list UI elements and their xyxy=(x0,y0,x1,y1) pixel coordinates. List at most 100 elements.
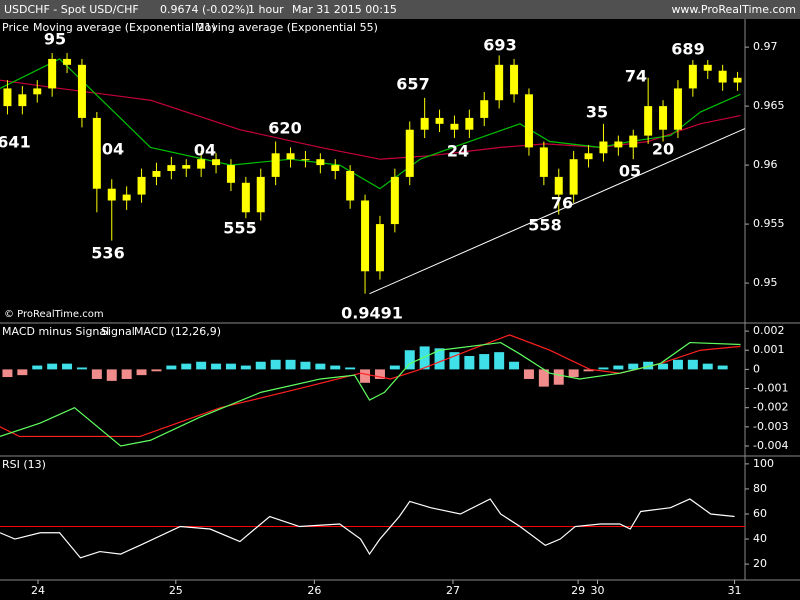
candle-body xyxy=(629,135,638,148)
y-tick-label: -0.003 xyxy=(753,420,788,433)
annotation: 04 xyxy=(102,140,124,159)
histogram-bar xyxy=(315,363,326,370)
candle-body xyxy=(495,64,504,101)
annotation: 05 xyxy=(619,162,641,181)
candle-body xyxy=(718,70,727,83)
histogram-bar xyxy=(687,359,698,370)
candle-body xyxy=(197,159,206,169)
candle-body xyxy=(346,171,355,201)
y-tick-label: 60 xyxy=(753,507,767,520)
histogram-bar xyxy=(285,359,296,370)
candle-body xyxy=(673,88,682,130)
histogram-bar xyxy=(76,367,87,370)
histogram-bar xyxy=(628,363,639,370)
annotation: 35 xyxy=(586,103,608,122)
candle-body xyxy=(301,159,310,161)
histogram-bar xyxy=(538,369,549,387)
candle-body xyxy=(733,77,742,83)
candle-body xyxy=(435,117,444,124)
candle-body xyxy=(271,153,280,177)
candle-body xyxy=(256,176,265,213)
candle-body xyxy=(569,159,578,195)
legend-entry: Signal xyxy=(101,325,135,338)
legend-entry: Price xyxy=(2,21,29,34)
chart-title: USDCHF - Spot USD/CHF xyxy=(4,3,139,16)
legend-entry: Moving average (Exponential 21) xyxy=(33,21,216,34)
candle-body xyxy=(167,165,176,171)
histogram-bar xyxy=(434,348,445,370)
histogram-bar xyxy=(658,363,669,370)
source: www.ProRealTime.com xyxy=(671,3,796,16)
annotation: 536 xyxy=(91,244,124,263)
histogram-bar xyxy=(643,361,654,370)
histogram-bar xyxy=(106,369,117,381)
histogram-bar xyxy=(17,369,28,376)
candle-body xyxy=(524,94,533,148)
y-tick-label: 0.001 xyxy=(753,343,785,356)
trend-line xyxy=(369,128,746,295)
y-tick-label: 0.96 xyxy=(753,158,778,171)
candle-body xyxy=(316,159,325,166)
candle-body xyxy=(599,141,608,154)
candle-body xyxy=(3,88,12,107)
histogram-bar xyxy=(2,369,13,378)
annotation: 689 xyxy=(671,40,704,59)
y-tick-label: -0.004 xyxy=(753,439,788,452)
histogram-bar xyxy=(568,369,579,378)
y-tick-label: -0.001 xyxy=(753,382,788,395)
candle-body xyxy=(48,58,57,89)
candle-body xyxy=(286,153,295,160)
y-tick-label: -0.002 xyxy=(753,401,788,414)
candle-body xyxy=(539,147,548,177)
histogram-bar xyxy=(270,359,281,370)
candle-body xyxy=(465,117,474,130)
y-tick-label: 40 xyxy=(753,532,767,545)
histogram-bar xyxy=(211,363,222,370)
candle-body xyxy=(241,182,250,213)
date: Mar 31 2015 00:15 xyxy=(292,3,397,16)
candle-body xyxy=(122,194,131,201)
annotation: 693 xyxy=(483,36,516,55)
x-tick-label: 25 xyxy=(169,584,183,597)
candle-body xyxy=(644,106,653,136)
histogram-bar xyxy=(62,363,73,370)
x-tick-label: 27 xyxy=(446,584,460,597)
y-tick-label: 20 xyxy=(753,557,767,570)
ema-line xyxy=(0,58,741,190)
histogram-bar xyxy=(345,367,356,370)
x-tick-label: 31 xyxy=(728,584,742,597)
candle-body xyxy=(33,88,42,95)
candle-body xyxy=(137,176,146,195)
x-tick-label: 29 xyxy=(571,584,585,597)
last-price: 0.9674 (-0.02%) xyxy=(160,3,249,16)
candle-body xyxy=(92,117,101,189)
annotation: 0.9491 xyxy=(341,304,403,323)
legend-entry: MACD (12,26,9) xyxy=(134,325,221,338)
candle-body xyxy=(18,94,27,107)
y-tick-label: 0.002 xyxy=(753,324,785,337)
histogram-bar xyxy=(672,359,683,370)
candle-body xyxy=(420,117,429,130)
candle-body xyxy=(614,141,623,148)
histogram-bar xyxy=(300,361,311,370)
x-tick-label: 30 xyxy=(590,584,604,597)
indicator-line xyxy=(0,341,741,447)
histogram-bar xyxy=(598,367,609,370)
annotation: 95 xyxy=(44,30,66,49)
histogram-bar xyxy=(255,361,266,370)
histogram-bar xyxy=(509,361,520,370)
candle-body xyxy=(375,224,384,272)
histogram-bar xyxy=(583,369,594,372)
candle-body xyxy=(77,64,86,118)
histogram-bar xyxy=(196,361,207,370)
histogram-bar xyxy=(240,365,251,370)
histogram-bar xyxy=(166,365,177,370)
annotation: 641 xyxy=(0,133,31,152)
histogram-bar xyxy=(47,363,58,370)
candle-body xyxy=(361,200,370,272)
annotation: 620 xyxy=(268,119,301,138)
annotation: 555 xyxy=(223,219,256,238)
histogram-bar xyxy=(181,363,192,370)
annotation: 74 xyxy=(625,67,647,86)
